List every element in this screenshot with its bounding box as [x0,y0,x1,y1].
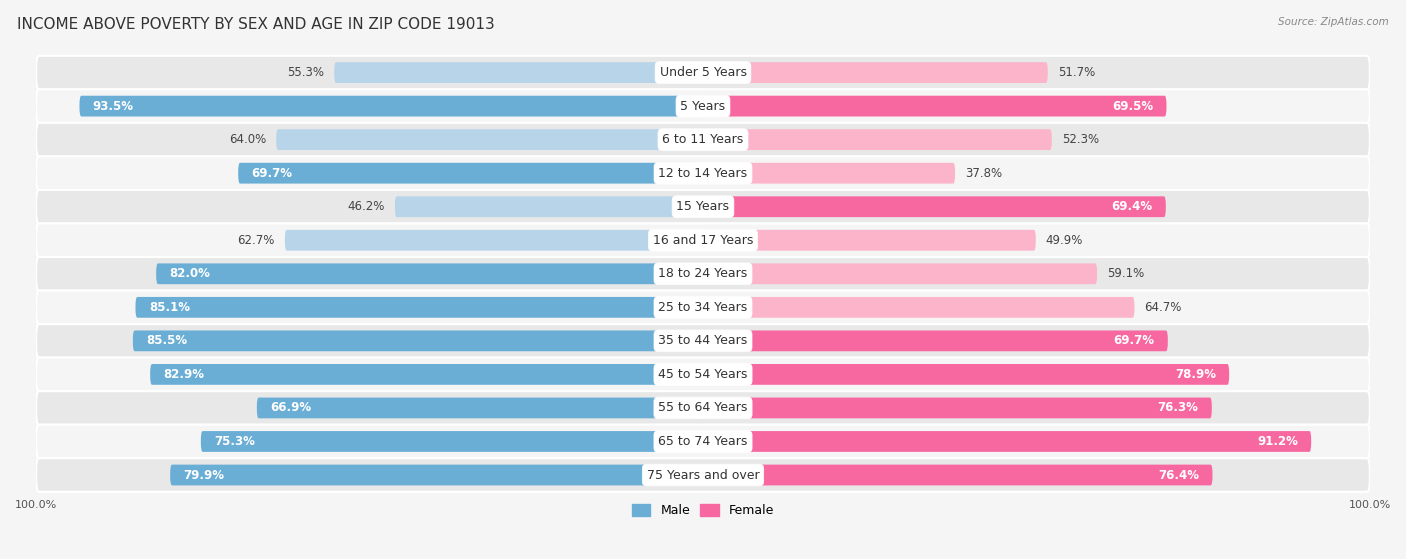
Text: 69.7%: 69.7% [252,167,292,179]
Text: 51.7%: 51.7% [1057,66,1095,79]
Text: 69.5%: 69.5% [1112,100,1153,112]
FancyBboxPatch shape [135,297,703,318]
Text: Source: ZipAtlas.com: Source: ZipAtlas.com [1278,17,1389,27]
Text: 59.1%: 59.1% [1107,267,1144,280]
FancyBboxPatch shape [238,163,703,183]
Text: 85.1%: 85.1% [149,301,190,314]
Text: 16 and 17 Years: 16 and 17 Years [652,234,754,247]
Text: 69.7%: 69.7% [1114,334,1154,347]
Text: INCOME ABOVE POVERTY BY SEX AND AGE IN ZIP CODE 19013: INCOME ABOVE POVERTY BY SEX AND AGE IN Z… [17,17,495,32]
FancyBboxPatch shape [703,330,1168,351]
Text: 5 Years: 5 Years [681,100,725,112]
FancyBboxPatch shape [703,62,1047,83]
FancyBboxPatch shape [703,196,1166,217]
Text: Under 5 Years: Under 5 Years [659,66,747,79]
Text: 78.9%: 78.9% [1175,368,1216,381]
Text: 25 to 34 Years: 25 to 34 Years [658,301,748,314]
FancyBboxPatch shape [201,431,703,452]
Text: 12 to 14 Years: 12 to 14 Years [658,167,748,179]
FancyBboxPatch shape [703,364,1229,385]
FancyBboxPatch shape [37,89,1369,123]
Text: 46.2%: 46.2% [347,200,385,213]
FancyBboxPatch shape [703,397,1212,418]
Text: 76.3%: 76.3% [1157,401,1198,414]
FancyBboxPatch shape [257,397,703,418]
FancyBboxPatch shape [703,465,1212,485]
FancyBboxPatch shape [703,297,1135,318]
Text: 45 to 54 Years: 45 to 54 Years [658,368,748,381]
FancyBboxPatch shape [37,324,1369,358]
FancyBboxPatch shape [37,190,1369,224]
Text: 64.7%: 64.7% [1144,301,1182,314]
Text: 91.2%: 91.2% [1257,435,1298,448]
FancyBboxPatch shape [37,123,1369,157]
Text: 93.5%: 93.5% [93,100,134,112]
FancyBboxPatch shape [37,157,1369,190]
Legend: Male, Female: Male, Female [627,499,779,522]
Text: 76.4%: 76.4% [1159,468,1199,481]
FancyBboxPatch shape [37,391,1369,425]
FancyBboxPatch shape [37,56,1369,89]
Text: 79.9%: 79.9% [184,468,225,481]
Text: 37.8%: 37.8% [965,167,1002,179]
FancyBboxPatch shape [703,96,1167,116]
FancyBboxPatch shape [37,291,1369,324]
FancyBboxPatch shape [37,224,1369,257]
Text: 82.0%: 82.0% [170,267,211,280]
FancyBboxPatch shape [703,263,1097,284]
Text: 55 to 64 Years: 55 to 64 Years [658,401,748,414]
FancyBboxPatch shape [285,230,703,250]
Text: 69.4%: 69.4% [1111,200,1153,213]
Text: 49.9%: 49.9% [1046,234,1083,247]
FancyBboxPatch shape [150,364,703,385]
Text: 35 to 44 Years: 35 to 44 Years [658,334,748,347]
FancyBboxPatch shape [37,358,1369,391]
FancyBboxPatch shape [156,263,703,284]
FancyBboxPatch shape [335,62,703,83]
Text: 62.7%: 62.7% [238,234,274,247]
FancyBboxPatch shape [703,431,1312,452]
Text: 66.9%: 66.9% [270,401,311,414]
FancyBboxPatch shape [703,129,1052,150]
FancyBboxPatch shape [132,330,703,351]
Text: 65 to 74 Years: 65 to 74 Years [658,435,748,448]
FancyBboxPatch shape [395,196,703,217]
Text: 64.0%: 64.0% [229,133,266,146]
Text: 52.3%: 52.3% [1062,133,1099,146]
Text: 85.5%: 85.5% [146,334,187,347]
FancyBboxPatch shape [37,458,1369,492]
Text: 75 Years and over: 75 Years and over [647,468,759,481]
FancyBboxPatch shape [703,163,955,183]
FancyBboxPatch shape [703,230,1036,250]
Text: 18 to 24 Years: 18 to 24 Years [658,267,748,280]
FancyBboxPatch shape [170,465,703,485]
Text: 55.3%: 55.3% [287,66,325,79]
FancyBboxPatch shape [37,425,1369,458]
FancyBboxPatch shape [80,96,703,116]
FancyBboxPatch shape [276,129,703,150]
Text: 75.3%: 75.3% [214,435,254,448]
Text: 15 Years: 15 Years [676,200,730,213]
Text: 82.9%: 82.9% [163,368,204,381]
Text: 6 to 11 Years: 6 to 11 Years [662,133,744,146]
FancyBboxPatch shape [37,257,1369,291]
